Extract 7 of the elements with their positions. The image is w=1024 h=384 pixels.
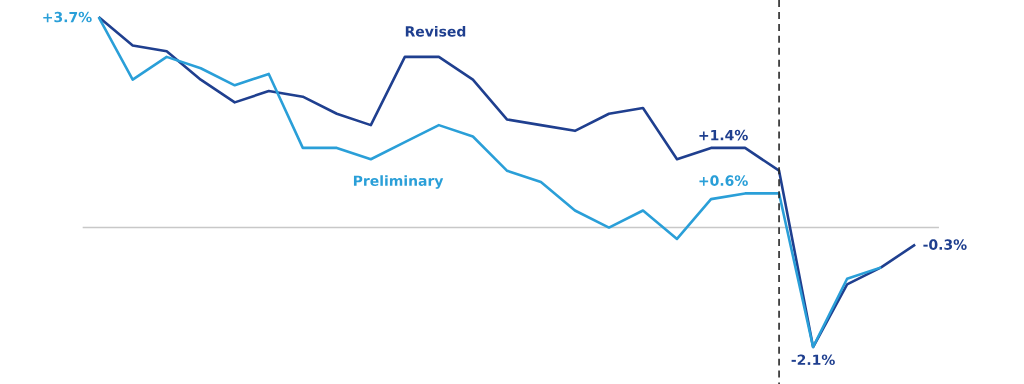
data-label: -2.1% — [791, 354, 835, 366]
data-label: +0.6% — [699, 175, 748, 186]
data-label: +3.7% — [43, 11, 92, 23]
data-label: +1.4% — [699, 129, 748, 141]
series-label: Preliminary — [353, 175, 444, 189]
series-label: Revised — [405, 25, 466, 37]
data-label: -0.3% — [923, 239, 967, 250]
